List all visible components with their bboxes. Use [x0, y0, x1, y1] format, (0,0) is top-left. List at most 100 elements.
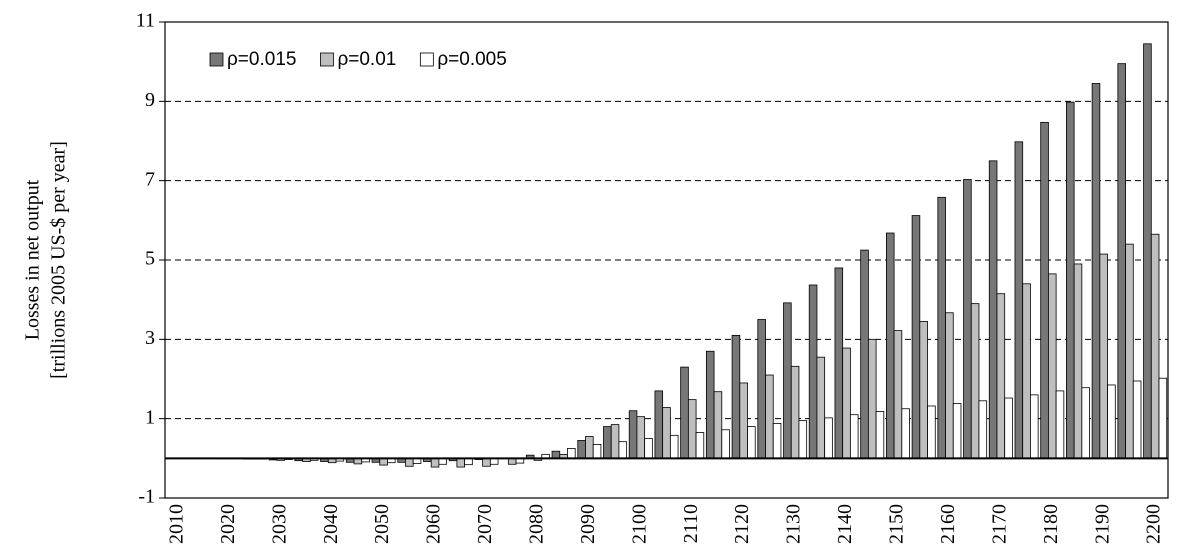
bar [901, 408, 910, 459]
bar [937, 196, 946, 459]
x-tick-label: 2060 [423, 504, 445, 544]
bar [739, 382, 748, 459]
bar [849, 414, 859, 459]
bar [867, 338, 877, 459]
bar [731, 334, 741, 459]
bar [603, 426, 612, 459]
x-tick-label: 2150 [886, 504, 908, 544]
bar [834, 267, 844, 459]
x-tick-label: 2140 [834, 504, 856, 544]
legend-swatch [320, 52, 334, 67]
bar [1143, 43, 1152, 459]
bar [963, 179, 972, 459]
legend-label: ρ=0.005 [437, 49, 506, 70]
bar [713, 391, 723, 459]
x-tick-label: 2030 [268, 504, 290, 544]
bar [662, 407, 671, 459]
bar [705, 350, 715, 459]
y-tick-label: 7 [145, 168, 155, 190]
x-tick-label: 2040 [320, 504, 342, 544]
bar [842, 347, 851, 459]
x-tick-label: 2180 [1040, 504, 1062, 544]
bar [721, 429, 730, 459]
bar [1081, 387, 1090, 459]
bar [952, 403, 962, 459]
bar [687, 399, 697, 459]
y-tick-label: 1 [145, 406, 155, 428]
y-tick-label: 9 [145, 89, 155, 111]
y-tick-label: 5 [145, 248, 155, 270]
y-axis-label: [trillions 2005 US-$ per year] [48, 141, 70, 379]
bar [430, 457, 440, 468]
bar [765, 374, 774, 459]
bar [927, 405, 936, 459]
bar [405, 457, 414, 467]
bar [1099, 253, 1108, 459]
bar [585, 436, 594, 459]
legend-label: ρ=0.01 [337, 49, 396, 70]
bar [1040, 121, 1049, 459]
bar [1091, 83, 1101, 459]
x-tick-label: 2200 [1143, 504, 1165, 544]
x-tick-label: 2090 [577, 504, 599, 544]
bar [808, 284, 818, 459]
bar [860, 249, 869, 459]
x-tick-label: 2130 [783, 504, 805, 544]
x-tick-label: 2020 [217, 504, 239, 544]
y-tick-label: 11 [136, 10, 155, 32]
bar [1030, 394, 1039, 459]
x-tick-label: 2190 [1091, 504, 1113, 544]
bar [654, 390, 664, 459]
bar [757, 319, 766, 459]
bar [816, 356, 826, 459]
bar [1066, 101, 1075, 459]
bar [893, 330, 903, 459]
bar [885, 232, 895, 459]
bar [695, 432, 705, 459]
bar [1107, 384, 1116, 459]
bar [875, 411, 885, 459]
bar [945, 312, 954, 459]
bar [1055, 390, 1065, 459]
x-tick-label: 2070 [474, 504, 496, 544]
bar [551, 450, 561, 459]
bar [482, 457, 491, 467]
bar [1073, 263, 1083, 459]
bar [1022, 283, 1031, 459]
bar [996, 293, 1006, 459]
bar [1125, 243, 1134, 459]
plot-frame [164, 21, 1169, 499]
x-tick-label: 2170 [988, 504, 1010, 544]
bar [747, 426, 756, 459]
bar [783, 302, 792, 459]
bar [636, 416, 646, 459]
bar [592, 444, 602, 459]
bar [1004, 397, 1013, 459]
bar [919, 321, 928, 459]
x-tick-label: 2010 [165, 504, 187, 544]
bar [610, 424, 620, 459]
x-tick-label: 2080 [526, 504, 548, 544]
bar [1048, 273, 1057, 459]
y-axis-label: Losses in net output [22, 179, 44, 340]
bar [1132, 380, 1142, 459]
legend-label: ρ=0.015 [227, 49, 296, 70]
bar [798, 420, 808, 459]
x-tick-label: 2050 [371, 504, 393, 544]
y-tick-label: -1 [138, 486, 155, 508]
bar [644, 438, 653, 459]
y-tick-label: 3 [145, 327, 155, 349]
bar [1150, 233, 1160, 459]
bar [1117, 63, 1126, 459]
bar [456, 457, 466, 468]
bar [824, 417, 833, 459]
bar [970, 303, 980, 459]
bar [669, 434, 679, 459]
x-tick-label: 2100 [628, 504, 650, 544]
bar [628, 410, 638, 459]
legend-swatch [419, 52, 434, 67]
bar [618, 441, 628, 459]
legend-swatch [209, 52, 224, 67]
bar [772, 423, 782, 459]
